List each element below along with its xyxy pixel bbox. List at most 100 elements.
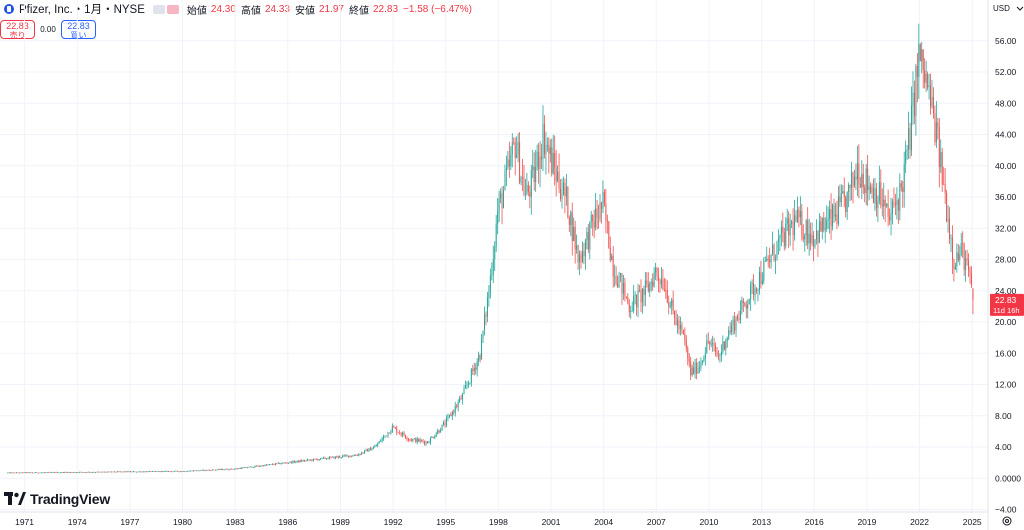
- candle: [707, 332, 709, 345]
- y-tick-label: 28.00: [995, 255, 1017, 265]
- candle: [116, 471, 118, 473]
- candle: [649, 281, 651, 297]
- candle: [527, 181, 529, 197]
- candle: [940, 139, 942, 173]
- candle: [54, 471, 56, 473]
- candle: [431, 436, 433, 439]
- candle: [24, 472, 26, 474]
- y-tick-label: 56.00: [995, 36, 1017, 46]
- candle: [842, 185, 844, 195]
- candle: [491, 262, 493, 281]
- candle: [524, 178, 526, 200]
- sell-button[interactable]: 22.83 売り: [0, 20, 35, 40]
- candle: [723, 341, 725, 351]
- candle: [222, 468, 224, 471]
- buy-button[interactable]: 22.83 買い: [61, 20, 96, 40]
- candle: [693, 361, 695, 375]
- candle: [165, 470, 167, 472]
- candle: [694, 358, 696, 379]
- candle: [17, 472, 19, 474]
- x-axis[interactable]: 1971 1974 1977 1980 1983 1986 1989 1992 1995 1998…: [0, 0, 989, 530]
- candle: [77, 472, 79, 474]
- gear-icon[interactable]: [1002, 516, 1012, 526]
- candle: [595, 193, 597, 231]
- candle: [137, 471, 139, 473]
- candle: [565, 173, 567, 206]
- candle: [783, 227, 785, 251]
- candle: [241, 467, 243, 470]
- candle: [486, 291, 488, 323]
- candle: [239, 467, 241, 470]
- candle: [80, 471, 82, 473]
- legend-toggle-icon[interactable]: [152, 4, 179, 14]
- candle: [16, 472, 18, 474]
- candle: [29, 472, 31, 474]
- candle: [924, 58, 926, 89]
- candle: [405, 434, 407, 440]
- candle: [159, 470, 161, 472]
- candle: [726, 336, 728, 348]
- candle: [32, 472, 34, 474]
- candle: [244, 467, 246, 468]
- candle: [269, 464, 271, 466]
- candle: [435, 431, 437, 438]
- candle: [61, 471, 63, 473]
- candle: [862, 163, 864, 195]
- symbol-title[interactable]: Pfizer, Inc.・1月・NYSE: [19, 4, 145, 16]
- candle: [157, 471, 159, 473]
- candle: [340, 457, 342, 459]
- candle: [966, 249, 968, 266]
- trade-panel: 22.83 売り 0.00 22.83 買い: [0, 20, 96, 40]
- candle: [364, 450, 366, 454]
- high-label: 高値: [240, 5, 261, 17]
- candle: [589, 221, 591, 260]
- y-axis[interactable]: USD 56.00 52.00 48.00 44.00 40.00 36.00 32.00 28…: [993, 4, 1024, 515]
- candle: [198, 470, 200, 472]
- candle: [829, 200, 831, 234]
- candle: [232, 468, 234, 470]
- candle: [451, 410, 453, 420]
- candle: [853, 169, 855, 188]
- candle: [317, 458, 319, 461]
- candle: [543, 115, 545, 159]
- candle: [839, 184, 841, 207]
- candle: [949, 207, 951, 245]
- candle: [203, 469, 205, 472]
- currency-label[interactable]: USD: [993, 4, 1010, 13]
- candle: [874, 177, 876, 211]
- candle: [557, 165, 559, 183]
- candle: [428, 440, 430, 444]
- candle: [764, 256, 766, 262]
- candle: [184, 470, 186, 472]
- candle: [214, 469, 216, 471]
- candle: [619, 272, 621, 283]
- candle: [369, 446, 371, 451]
- currency-chevron-icon[interactable]: [1016, 6, 1024, 11]
- candle: [125, 471, 127, 473]
- candle: [181, 471, 183, 473]
- candle: [163, 470, 165, 472]
- candle: [634, 291, 636, 305]
- candle: [815, 219, 817, 245]
- candle: [748, 298, 750, 305]
- candle: [852, 171, 854, 204]
- candle: [418, 438, 420, 442]
- buy-label: 買い: [70, 31, 87, 40]
- candle: [475, 363, 477, 375]
- candle: [347, 455, 349, 458]
- candle: [646, 272, 648, 288]
- candle: [769, 247, 771, 269]
- y-tick-label: 32.00: [995, 223, 1017, 233]
- candle: [45, 472, 47, 474]
- candle: [909, 122, 911, 159]
- candle: [533, 152, 535, 191]
- tradingview-logo[interactable]: TradingView: [4, 491, 110, 507]
- candle: [245, 466, 247, 468]
- candle: [456, 403, 458, 409]
- candle: [969, 266, 971, 284]
- candle: [438, 429, 440, 434]
- candle: [848, 182, 850, 208]
- candle: [498, 190, 500, 223]
- candle: [770, 254, 772, 269]
